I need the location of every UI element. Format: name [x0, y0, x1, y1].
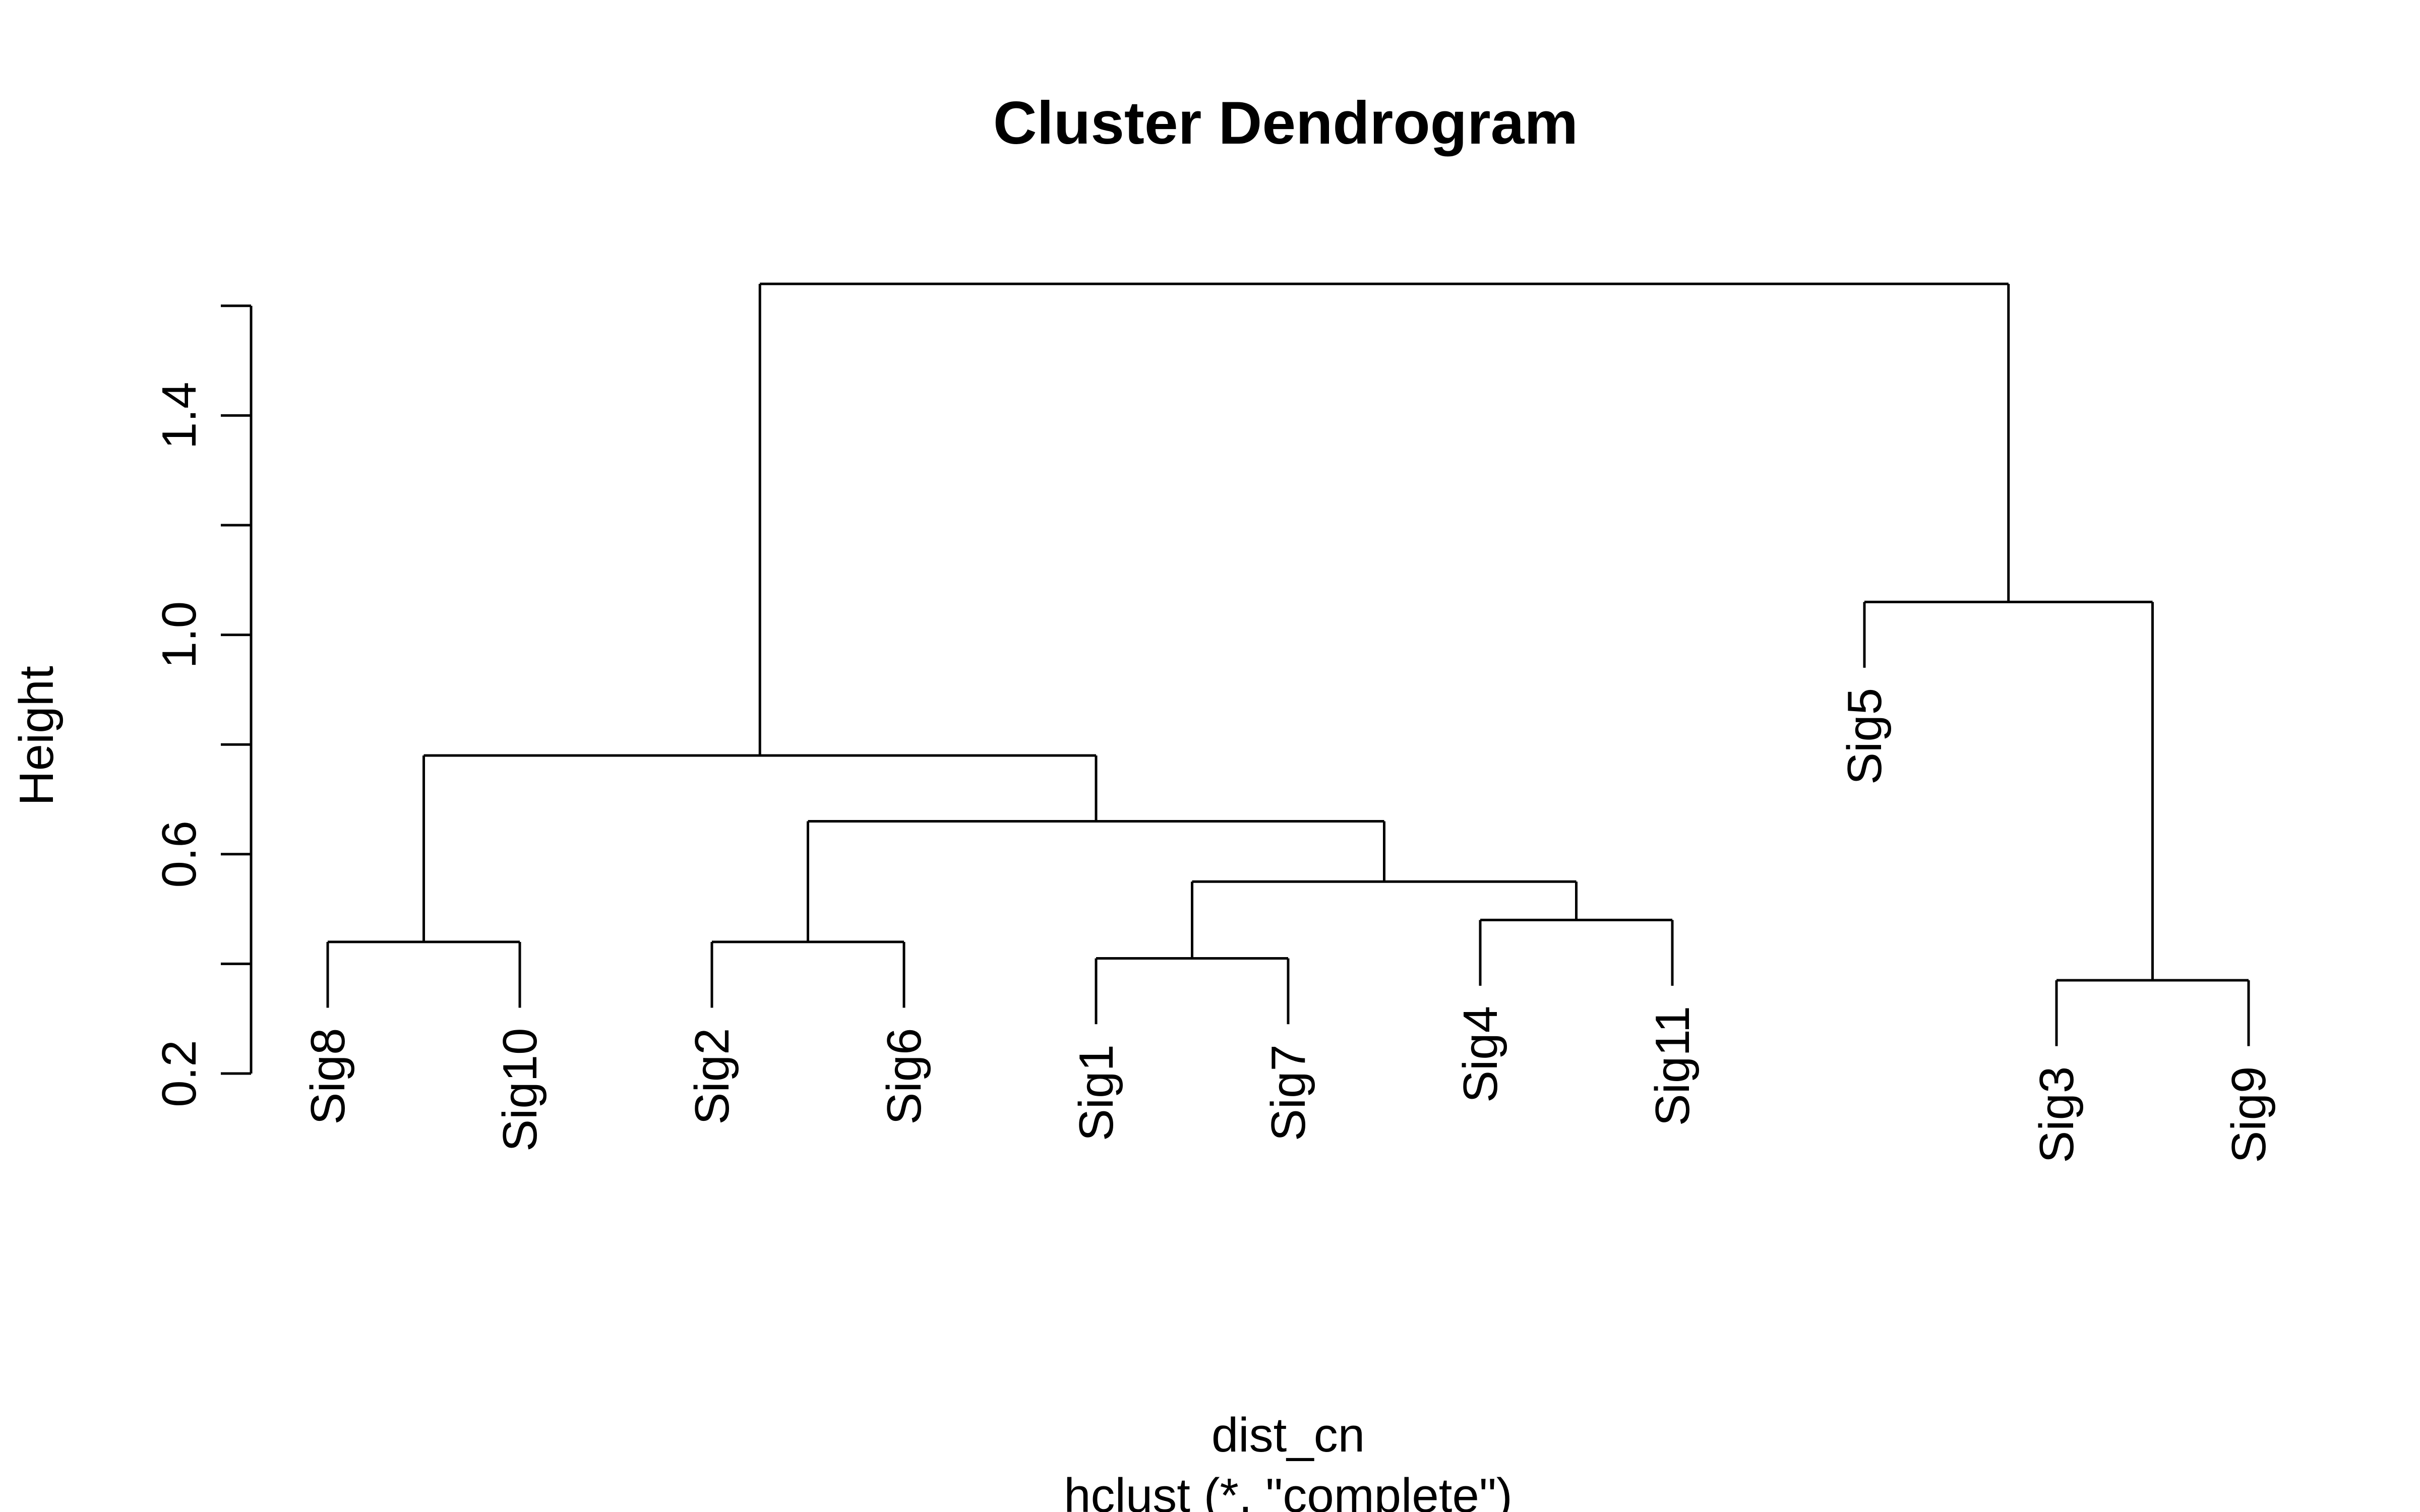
chart-title: Cluster Dendrogram — [993, 89, 1578, 157]
y-tick-label: 1.0 — [152, 601, 206, 668]
y-tick-label: 1.4 — [152, 382, 206, 449]
leaf-label: Sig10 — [493, 1028, 547, 1152]
leaf-labels: Sig8 Sig10 Sig2 Sig6 Sig1 Sig7 Sig4 Sig11 Sig5 Si… — [301, 688, 2276, 1163]
dendrogram-tree — [326, 282, 2250, 1046]
leaf-label: Sig8 — [301, 1028, 355, 1124]
leaf-label: Sig4 — [1454, 1006, 1507, 1103]
y-tick-label: 0.2 — [152, 1040, 206, 1107]
method-subtitle: hclust (*, "complete") — [1064, 1469, 1512, 1512]
leaf-label: Sig5 — [1838, 688, 1892, 785]
leaf-label: Sig2 — [685, 1028, 739, 1124]
leaf-label: Sig1 — [1069, 1044, 1123, 1141]
leaf-label: Sig6 — [877, 1028, 931, 1124]
leaf-label: Sig9 — [2222, 1066, 2276, 1163]
leaf-label: Sig11 — [1646, 1006, 1700, 1126]
y-axis-label: Height — [10, 666, 64, 806]
y-tick-label: 0.6 — [152, 821, 206, 888]
leaf-label: Sig3 — [2030, 1066, 2084, 1163]
leaf-label: Sig7 — [1261, 1044, 1315, 1141]
y-axis: 0.2 0.6 1.0 1.4 — [152, 304, 253, 1107]
x-axis-label: dist_cn — [1212, 1408, 1365, 1462]
